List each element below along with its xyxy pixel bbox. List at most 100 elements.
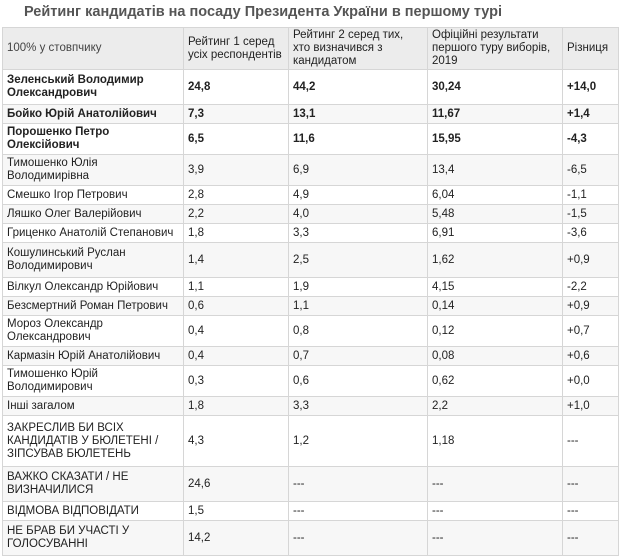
candidate-name: Тимошенко Юлія Володимирівна [2,154,184,186]
header-diff: Різниця [562,27,619,70]
candidate-name: Кармазін Юрій Анатолійович [2,346,184,366]
table-header-row: 100% у стовпчику Рейтинг 1 серед усіх ре… [2,27,619,70]
rating2-value: 4,0 [288,204,428,224]
diff-value: -3,6 [562,223,619,243]
page-title: Рейтинг кандидатів на посаду Президента … [24,4,503,20]
rating1-value: 24,8 [183,69,289,105]
table-row: ВАЖКО СКАЗАТИ / НЕ ВИЗНАЧИЛИСЯ 24,6 --- ---… [2,466,619,502]
official-value: 2,2 [427,396,563,416]
diff-value: +1,4 [562,104,619,124]
table-row: Кошулинський Руслан Володимирович 1,4 2,5 1… [2,242,619,278]
table-row: Мороз Олександр Олександрович 0,4 0,8 0,12 +… [2,315,619,347]
diff-value: +0,9 [562,242,619,278]
official-value: --- [427,520,563,556]
candidate-name: Безсмертний Роман Петрович [2,296,184,316]
rating2-value: 1,1 [288,296,428,316]
rating2-value: 0,6 [288,365,428,397]
official-value: 5,48 [427,204,563,224]
diff-value: +0,9 [562,296,619,316]
diff-value: +0,7 [562,315,619,347]
rating1-value: 1,4 [183,242,289,278]
rating2-value: 4,9 [288,185,428,205]
rating2-value: --- [288,501,428,521]
header-rating2: Рейтинг 2 серед тих, хто визначився з ка… [288,27,428,70]
rating1-value: 2,2 [183,204,289,224]
rating1-value: 0,6 [183,296,289,316]
rating1-value: 3,9 [183,154,289,186]
rating1-value: 0,3 [183,365,289,397]
rating1-value: 6,5 [183,123,289,155]
diff-value: --- [562,466,619,502]
official-value: --- [427,466,563,502]
table-row: Гриценко Анатолій Степанович 1,8 3,3 6,91 -3… [2,223,619,243]
candidate-name: Бойко Юрій Анатолійович [2,104,184,124]
diff-value: -6,5 [562,154,619,186]
candidate-name: Інші загалом [2,396,184,416]
rating2-value: 13,1 [288,104,428,124]
diff-value: -4,3 [562,123,619,155]
rating1-value: 1,8 [183,396,289,416]
header-official: Офіційні результати першого туру виборів… [427,27,563,70]
table-row: Зеленський Володимир Олександрович 24,8 44… [2,69,619,105]
table-row: Порошенко Петро Олексійович 6,5 11,6 15,95-… [2,123,619,155]
official-value: 0,08 [427,346,563,366]
rating1-value: 24,6 [183,466,289,502]
table-row: Смешко Ігор Петрович 2,8 4,9 6,04 -1,1 [2,185,619,205]
rating1-value: 1,5 [183,501,289,521]
rating1-value: 7,3 [183,104,289,124]
header-rating1: Рейтинг 1 серед усіх респондентів [183,27,289,70]
candidate-name: Смешко Ігор Петрович [2,185,184,205]
rating1-value: 1,1 [183,277,289,297]
diff-value: --- [562,520,619,556]
diff-value: --- [562,501,619,521]
candidate-name: ЗАКРЕСЛИВ БИ ВСІХ КАНДИДАТІВ У БЮЛЕТЕНІ … [2,415,184,467]
official-value: 0,12 [427,315,563,347]
candidate-name: Вілкул Олександр Юрійович [2,277,184,297]
official-value: 4,15 [427,277,563,297]
rating1-value: 2,8 [183,185,289,205]
official-value: 15,95 [427,123,563,155]
table-row: Тимошенко Юрій Володимирович 0,3 0,6 0,62 +0… [2,365,619,397]
rating2-value: 1,9 [288,277,428,297]
rating2-value: 44,2 [288,69,428,105]
official-value: --- [427,501,563,521]
official-value: 6,91 [427,223,563,243]
diff-value: -1,1 [562,185,619,205]
table-row: Тимошенко Юлія Володимирівна 3,9 6,9 13,4 -6… [2,154,619,186]
rating2-value: 0,8 [288,315,428,347]
header-label: 100% у стовпчику [2,27,184,70]
candidate-name: ВІДМОВА ВІДПОВІДАТИ [2,501,184,521]
rating2-value: 0,7 [288,346,428,366]
rating2-value: 6,9 [288,154,428,186]
candidate-name: ВАЖКО СКАЗАТИ / НЕ ВИЗНАЧИЛИСЯ [2,466,184,502]
rating1-value: 0,4 [183,315,289,347]
candidate-name: Мороз Олександр Олександрович [2,315,184,347]
official-value: 0,14 [427,296,563,316]
results-table: 100% у стовпчику Рейтинг 1 серед усіх ре… [2,27,619,556]
official-value: 0,62 [427,365,563,397]
candidate-name: Гриценко Анатолій Степанович [2,223,184,243]
rating2-value: 3,3 [288,396,428,416]
rating1-value: 4,3 [183,415,289,467]
diff-value: +0,0 [562,365,619,397]
official-value: 30,24 [427,69,563,105]
diff-value: +1,0 [562,396,619,416]
rating2-value: 2,5 [288,242,428,278]
diff-value: --- [562,415,619,467]
diff-value: -2,2 [562,277,619,297]
rating2-value: 3,3 [288,223,428,243]
rating2-value: 1,2 [288,415,428,467]
table-body: Зеленський Володимир Олександрович 24,8 44… [2,69,619,556]
rating2-value: --- [288,520,428,556]
diff-value: -1,5 [562,204,619,224]
rating1-value: 0,4 [183,346,289,366]
table-row: ВІДМОВА ВІДПОВІДАТИ 1,5 --- --- --- [2,501,619,521]
rating1-value: 1,8 [183,223,289,243]
candidate-name: Зеленський Володимир Олександрович [2,69,184,105]
official-value: 13,4 [427,154,563,186]
official-value: 11,67 [427,104,563,124]
table-row: Кармазін Юрій Анатолійович 0,4 0,7 0,08 +0,6 [2,346,619,366]
table-row: Бойко Юрій Анатолійович 7,3 13,1 11,67 +1,4 [2,104,619,124]
table-row: Ляшко Олег Валерійович 2,2 4,0 5,48 -1,5 [2,204,619,224]
table-row: НЕ БРАВ БИ УЧАСТІ У ГОЛОСУВАННІ 14,2 --- --… [2,520,619,556]
